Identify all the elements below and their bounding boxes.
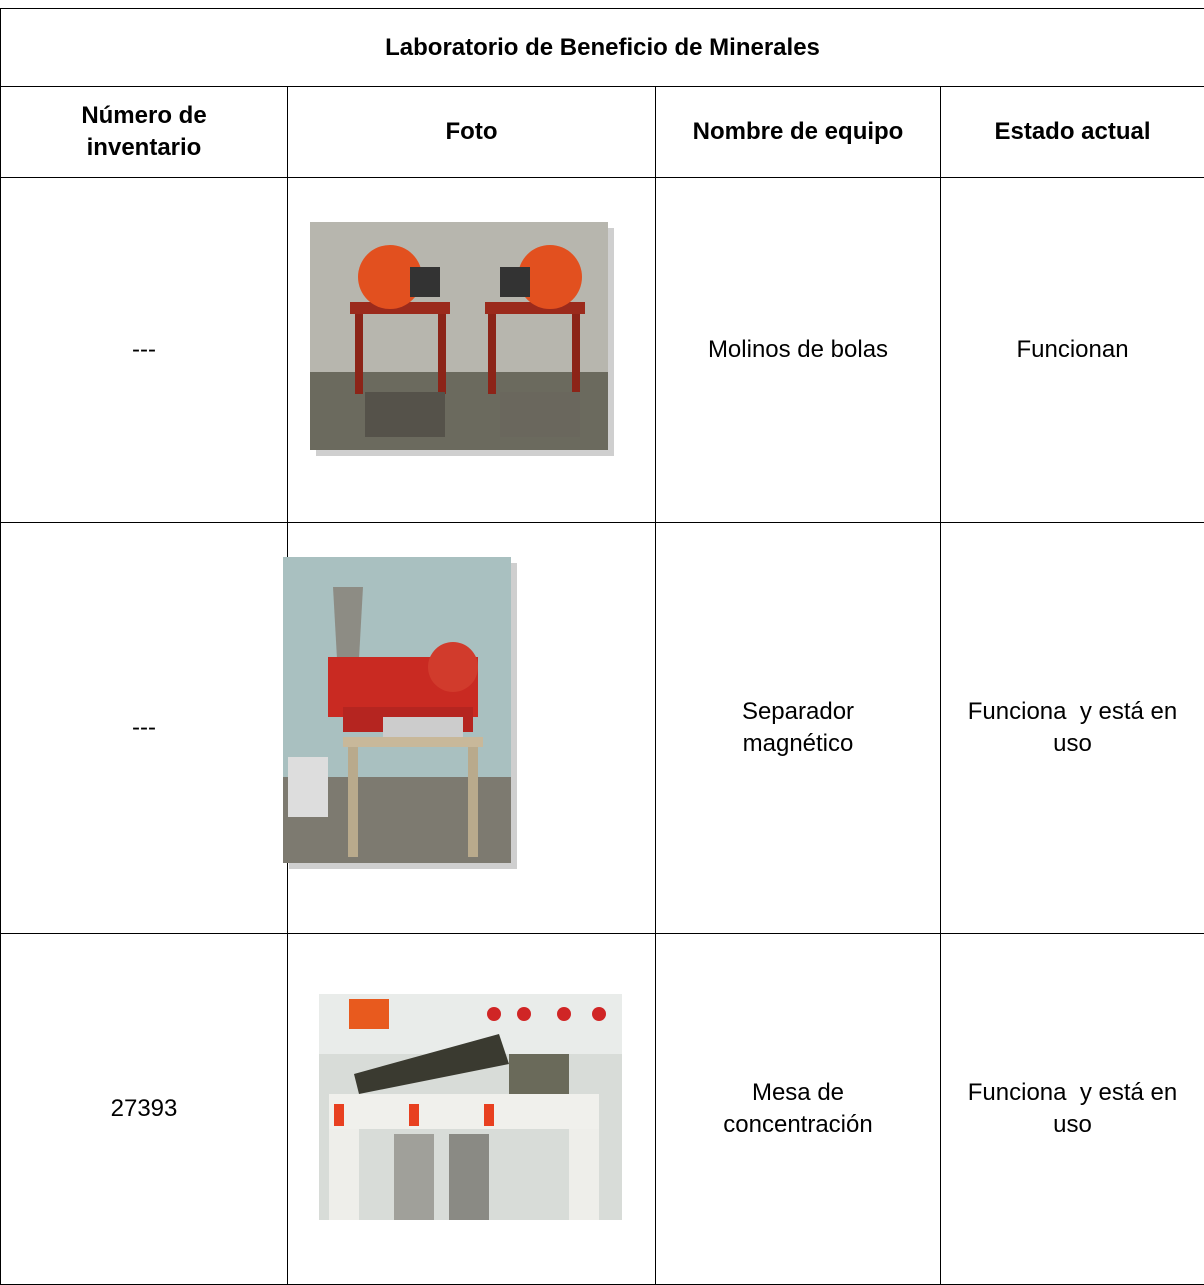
inventory-cell: --- [1, 523, 288, 934]
equipment-table: Laboratorio de Beneficio de Minerales Nú… [0, 8, 1204, 1285]
header-cell: Nombre de equipo [656, 87, 941, 178]
photo-magnetic-separator [283, 557, 517, 869]
header-cell: Estado actual [941, 87, 1204, 178]
header-cell: Foto [288, 87, 656, 178]
inventory-cell: --- [1, 178, 288, 523]
header-cell: Número de inventario [1, 87, 288, 178]
photo-ball-mills [310, 222, 616, 458]
status-cell: Funciona y está en uso [941, 934, 1204, 1285]
photo-cell [288, 178, 656, 523]
photo-concentration-table [319, 994, 622, 1220]
photo-cell [288, 523, 656, 934]
name-cell: Molinos de bolas [656, 178, 941, 523]
name-cell: Mesa de concentración [656, 934, 941, 1285]
status-cell: Funcionan [941, 178, 1204, 523]
photo-cell [288, 934, 656, 1285]
page: {"table": { "title": "Laboratorio de Ben… [0, 0, 1204, 1059]
name-cell: Separador magnético [656, 523, 941, 934]
status-cell: Funciona y está en uso [941, 523, 1204, 934]
inventory-cell: 27393 [1, 934, 288, 1285]
table-title: Laboratorio de Beneficio de Minerales [1, 9, 1204, 87]
